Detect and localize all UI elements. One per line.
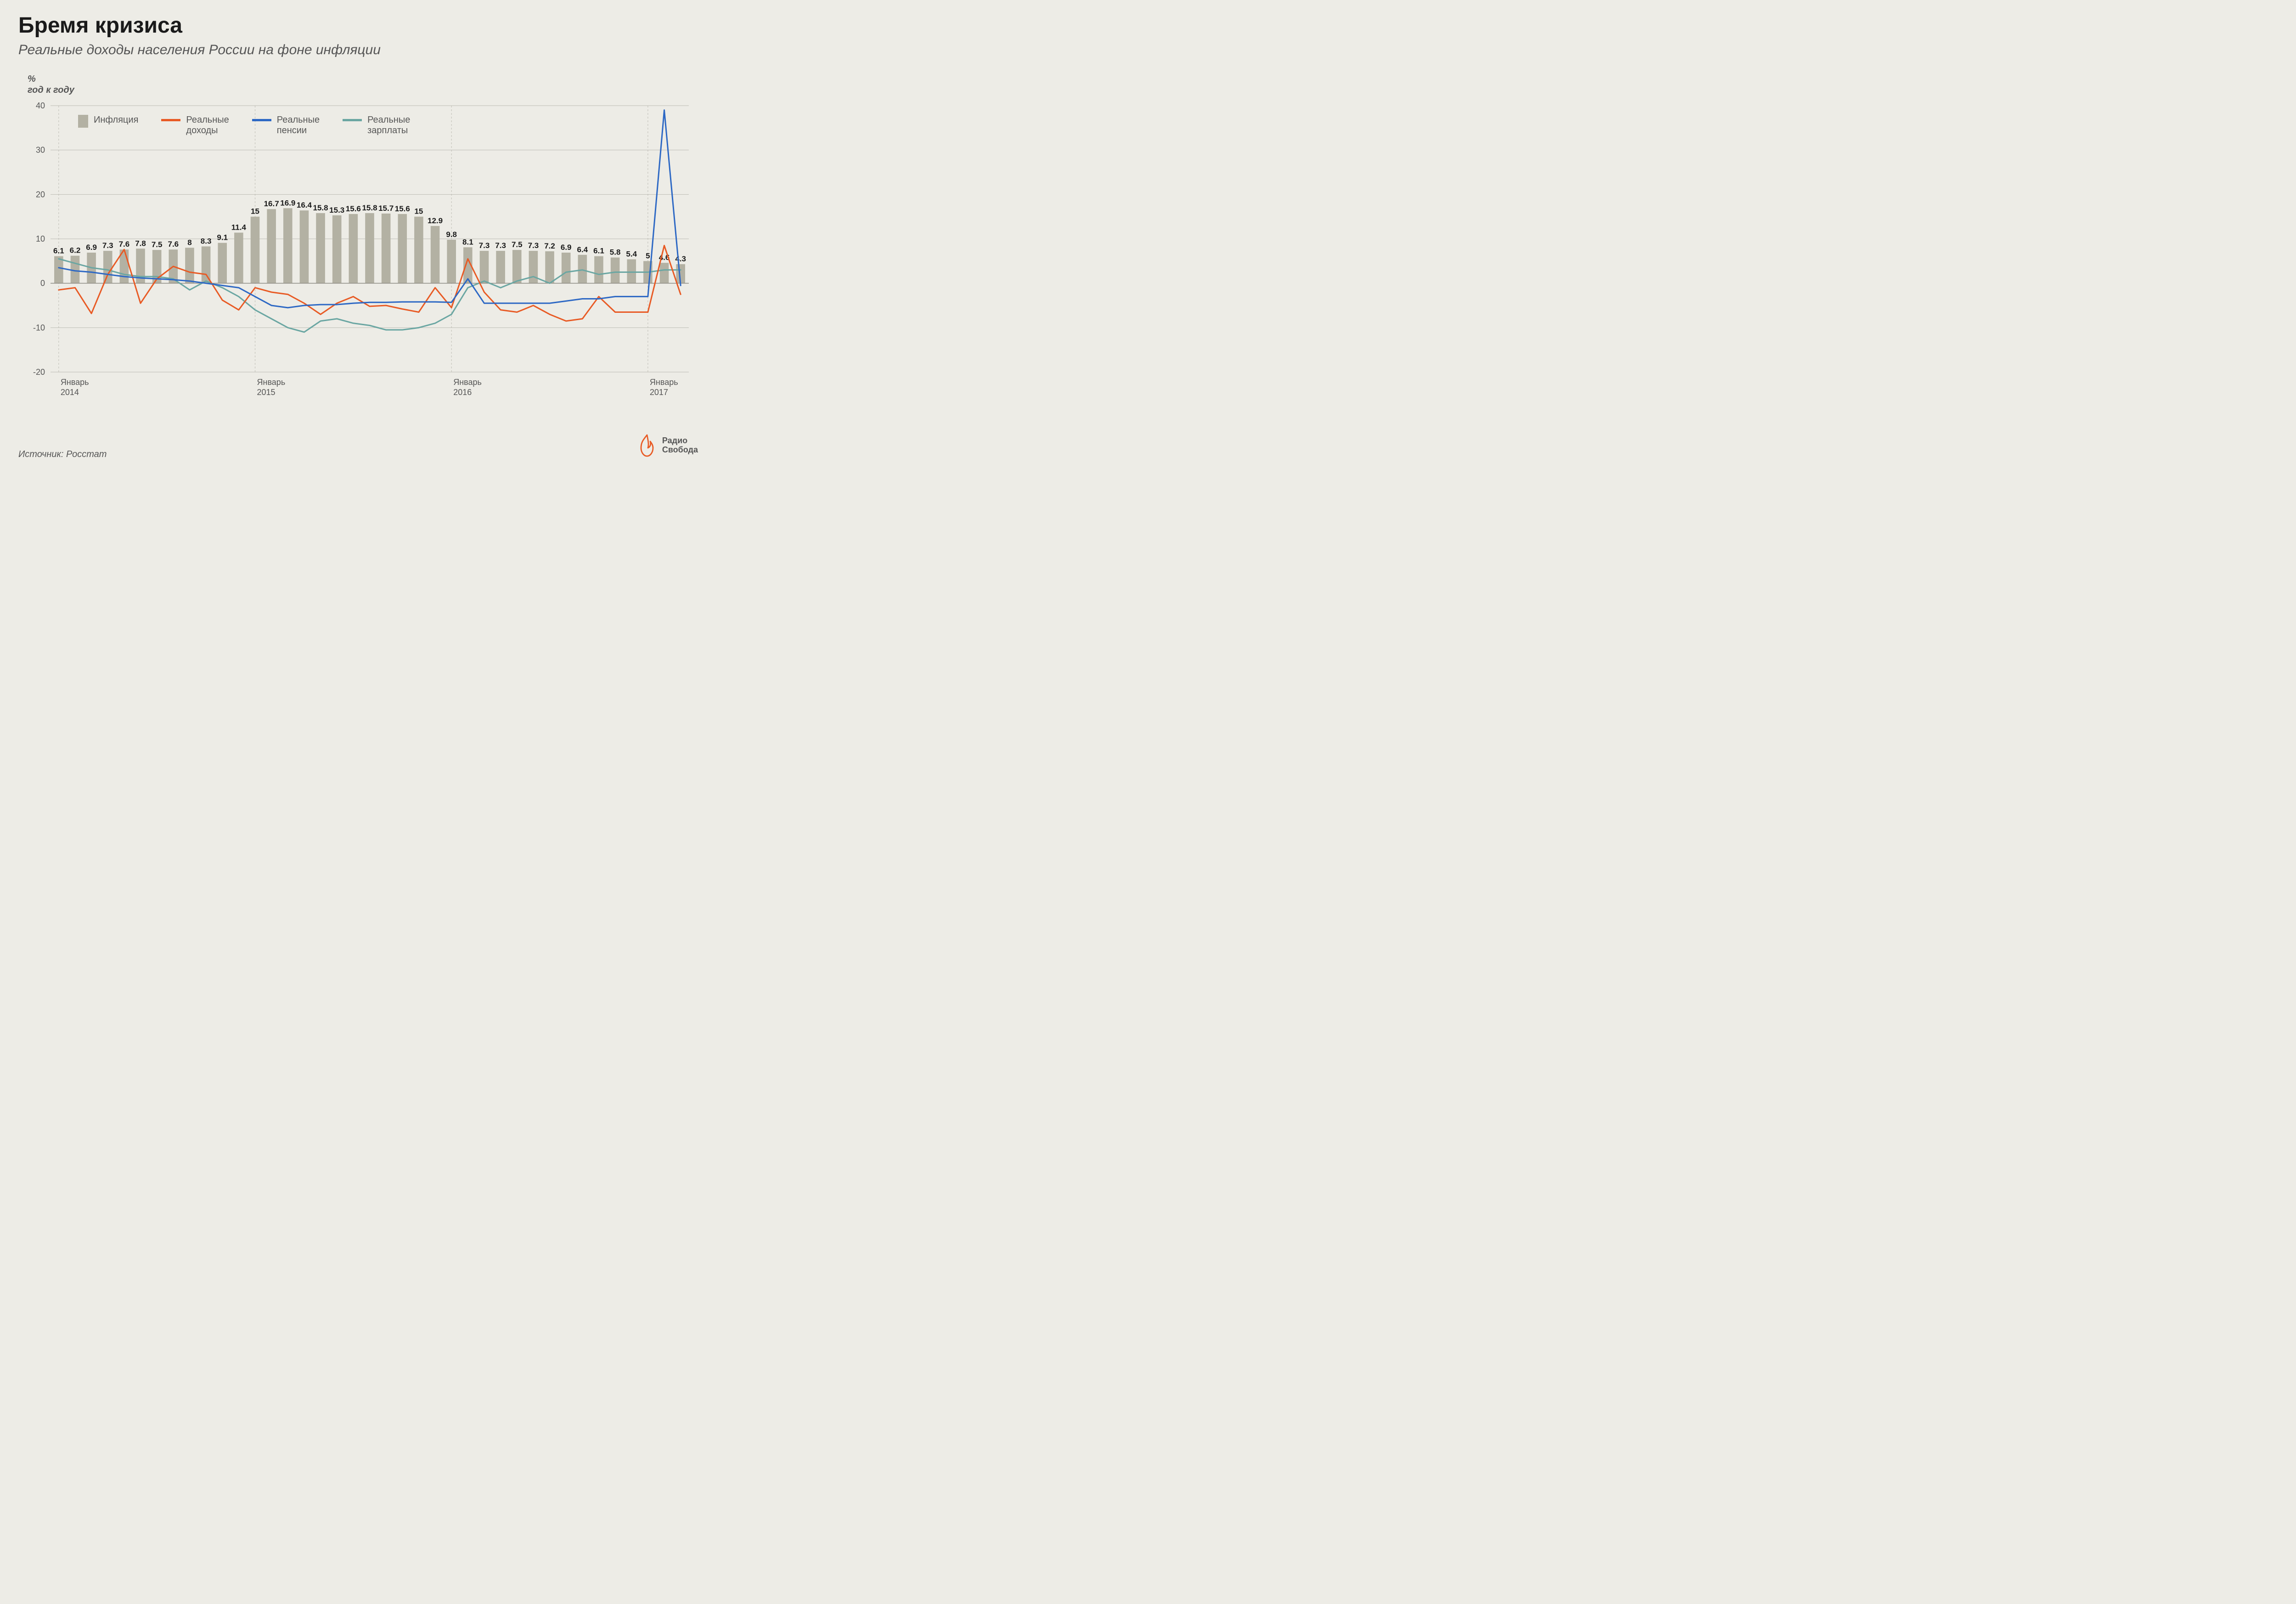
svg-text:6.4: 6.4 (577, 245, 588, 254)
legend-label: Реальныепенсии (277, 115, 320, 136)
svg-text:20: 20 (36, 190, 45, 199)
svg-text:5.8: 5.8 (610, 248, 621, 257)
legend-swatch (78, 115, 88, 128)
y-unit-line2: год к году (28, 85, 74, 96)
svg-text:-10: -10 (33, 323, 45, 332)
svg-text:6.1: 6.1 (593, 247, 604, 255)
svg-text:7.5: 7.5 (152, 240, 163, 249)
svg-text:9.1: 9.1 (217, 233, 228, 242)
svg-text:15.6: 15.6 (346, 204, 361, 213)
svg-text:Январь: Январь (61, 378, 89, 387)
svg-text:4.3: 4.3 (675, 254, 686, 263)
svg-text:16.4: 16.4 (297, 201, 312, 209)
svg-text:9.8: 9.8 (446, 230, 457, 239)
svg-text:2015: 2015 (257, 388, 276, 397)
svg-text:7.2: 7.2 (544, 242, 555, 250)
legend-item: Инфляция (78, 115, 138, 136)
svg-text:7.3: 7.3 (495, 241, 506, 250)
svg-text:15: 15 (414, 207, 423, 216)
chart-svg: -20-10010203040Январь2014Январь2015Январ… (28, 101, 698, 413)
svg-text:8.3: 8.3 (201, 237, 212, 245)
svg-text:0: 0 (40, 279, 45, 288)
svg-text:8.1: 8.1 (462, 237, 473, 246)
legend-item: Реальныепенсии (252, 115, 320, 136)
svg-text:15.8: 15.8 (362, 203, 377, 212)
source-label: Источник: Росстат (18, 449, 107, 460)
svg-text:6.1: 6.1 (53, 247, 64, 255)
brand-text: Радио Свобода (662, 436, 698, 455)
svg-text:15.8: 15.8 (313, 203, 328, 212)
svg-text:15: 15 (251, 207, 259, 216)
legend-label: Реальныезарплаты (367, 115, 410, 136)
svg-text:30: 30 (36, 146, 45, 155)
brand-logo: Радио Свобода (636, 434, 698, 457)
y-unit-line1: % (28, 73, 74, 85)
svg-text:7.8: 7.8 (135, 239, 146, 248)
svg-text:40: 40 (36, 101, 45, 110)
svg-text:Январь: Январь (257, 378, 286, 387)
svg-text:15.3: 15.3 (329, 206, 344, 215)
svg-text:8: 8 (187, 238, 191, 247)
svg-text:2016: 2016 (453, 388, 472, 397)
svg-text:6.2: 6.2 (70, 246, 81, 255)
chart-subtitle: Реальные доходы населения России на фоне… (18, 42, 381, 58)
legend-item: Реальныедоходы (161, 115, 229, 136)
y-axis-unit: % год к году (28, 73, 74, 96)
svg-text:7.3: 7.3 (479, 241, 490, 250)
brand-line1: Радио (662, 436, 698, 446)
svg-text:7.6: 7.6 (119, 240, 130, 249)
svg-text:2014: 2014 (61, 388, 79, 397)
svg-text:7.6: 7.6 (168, 240, 179, 249)
svg-text:16.7: 16.7 (264, 199, 279, 208)
svg-text:12.9: 12.9 (428, 216, 443, 225)
svg-text:7.3: 7.3 (102, 241, 113, 250)
legend-swatch (252, 119, 271, 121)
chart-area: Инфляция Реальныедоходы Реальныепенсии Реал… (28, 101, 698, 413)
svg-text:6.9: 6.9 (86, 243, 97, 252)
brand-line2: Свобода (662, 446, 698, 455)
chart-title: Бремя кризиса (18, 13, 182, 38)
svg-text:5.4: 5.4 (626, 249, 637, 258)
svg-text:16.9: 16.9 (280, 198, 295, 207)
svg-text:7.5: 7.5 (512, 240, 523, 249)
legend-label: Реальныедоходы (186, 115, 229, 136)
svg-text:7.3: 7.3 (528, 241, 539, 250)
svg-text:-20: -20 (33, 367, 45, 377)
flame-icon (636, 434, 658, 457)
svg-text:11.4: 11.4 (231, 223, 247, 232)
legend-swatch (161, 119, 180, 121)
legend-label: Инфляция (94, 115, 138, 125)
svg-text:15.6: 15.6 (395, 204, 410, 213)
legend-item: Реальныезарплаты (343, 115, 410, 136)
svg-text:5: 5 (646, 251, 650, 260)
svg-text:15.7: 15.7 (378, 204, 394, 213)
svg-text:Январь: Январь (650, 378, 678, 387)
svg-text:2017: 2017 (650, 388, 668, 397)
legend-swatch (343, 119, 362, 121)
svg-text:6.9: 6.9 (561, 243, 572, 252)
chart-legend: Инфляция Реальныедоходы Реальныепенсии Реал… (78, 115, 410, 136)
svg-text:10: 10 (36, 234, 45, 243)
svg-text:Январь: Январь (453, 378, 482, 387)
